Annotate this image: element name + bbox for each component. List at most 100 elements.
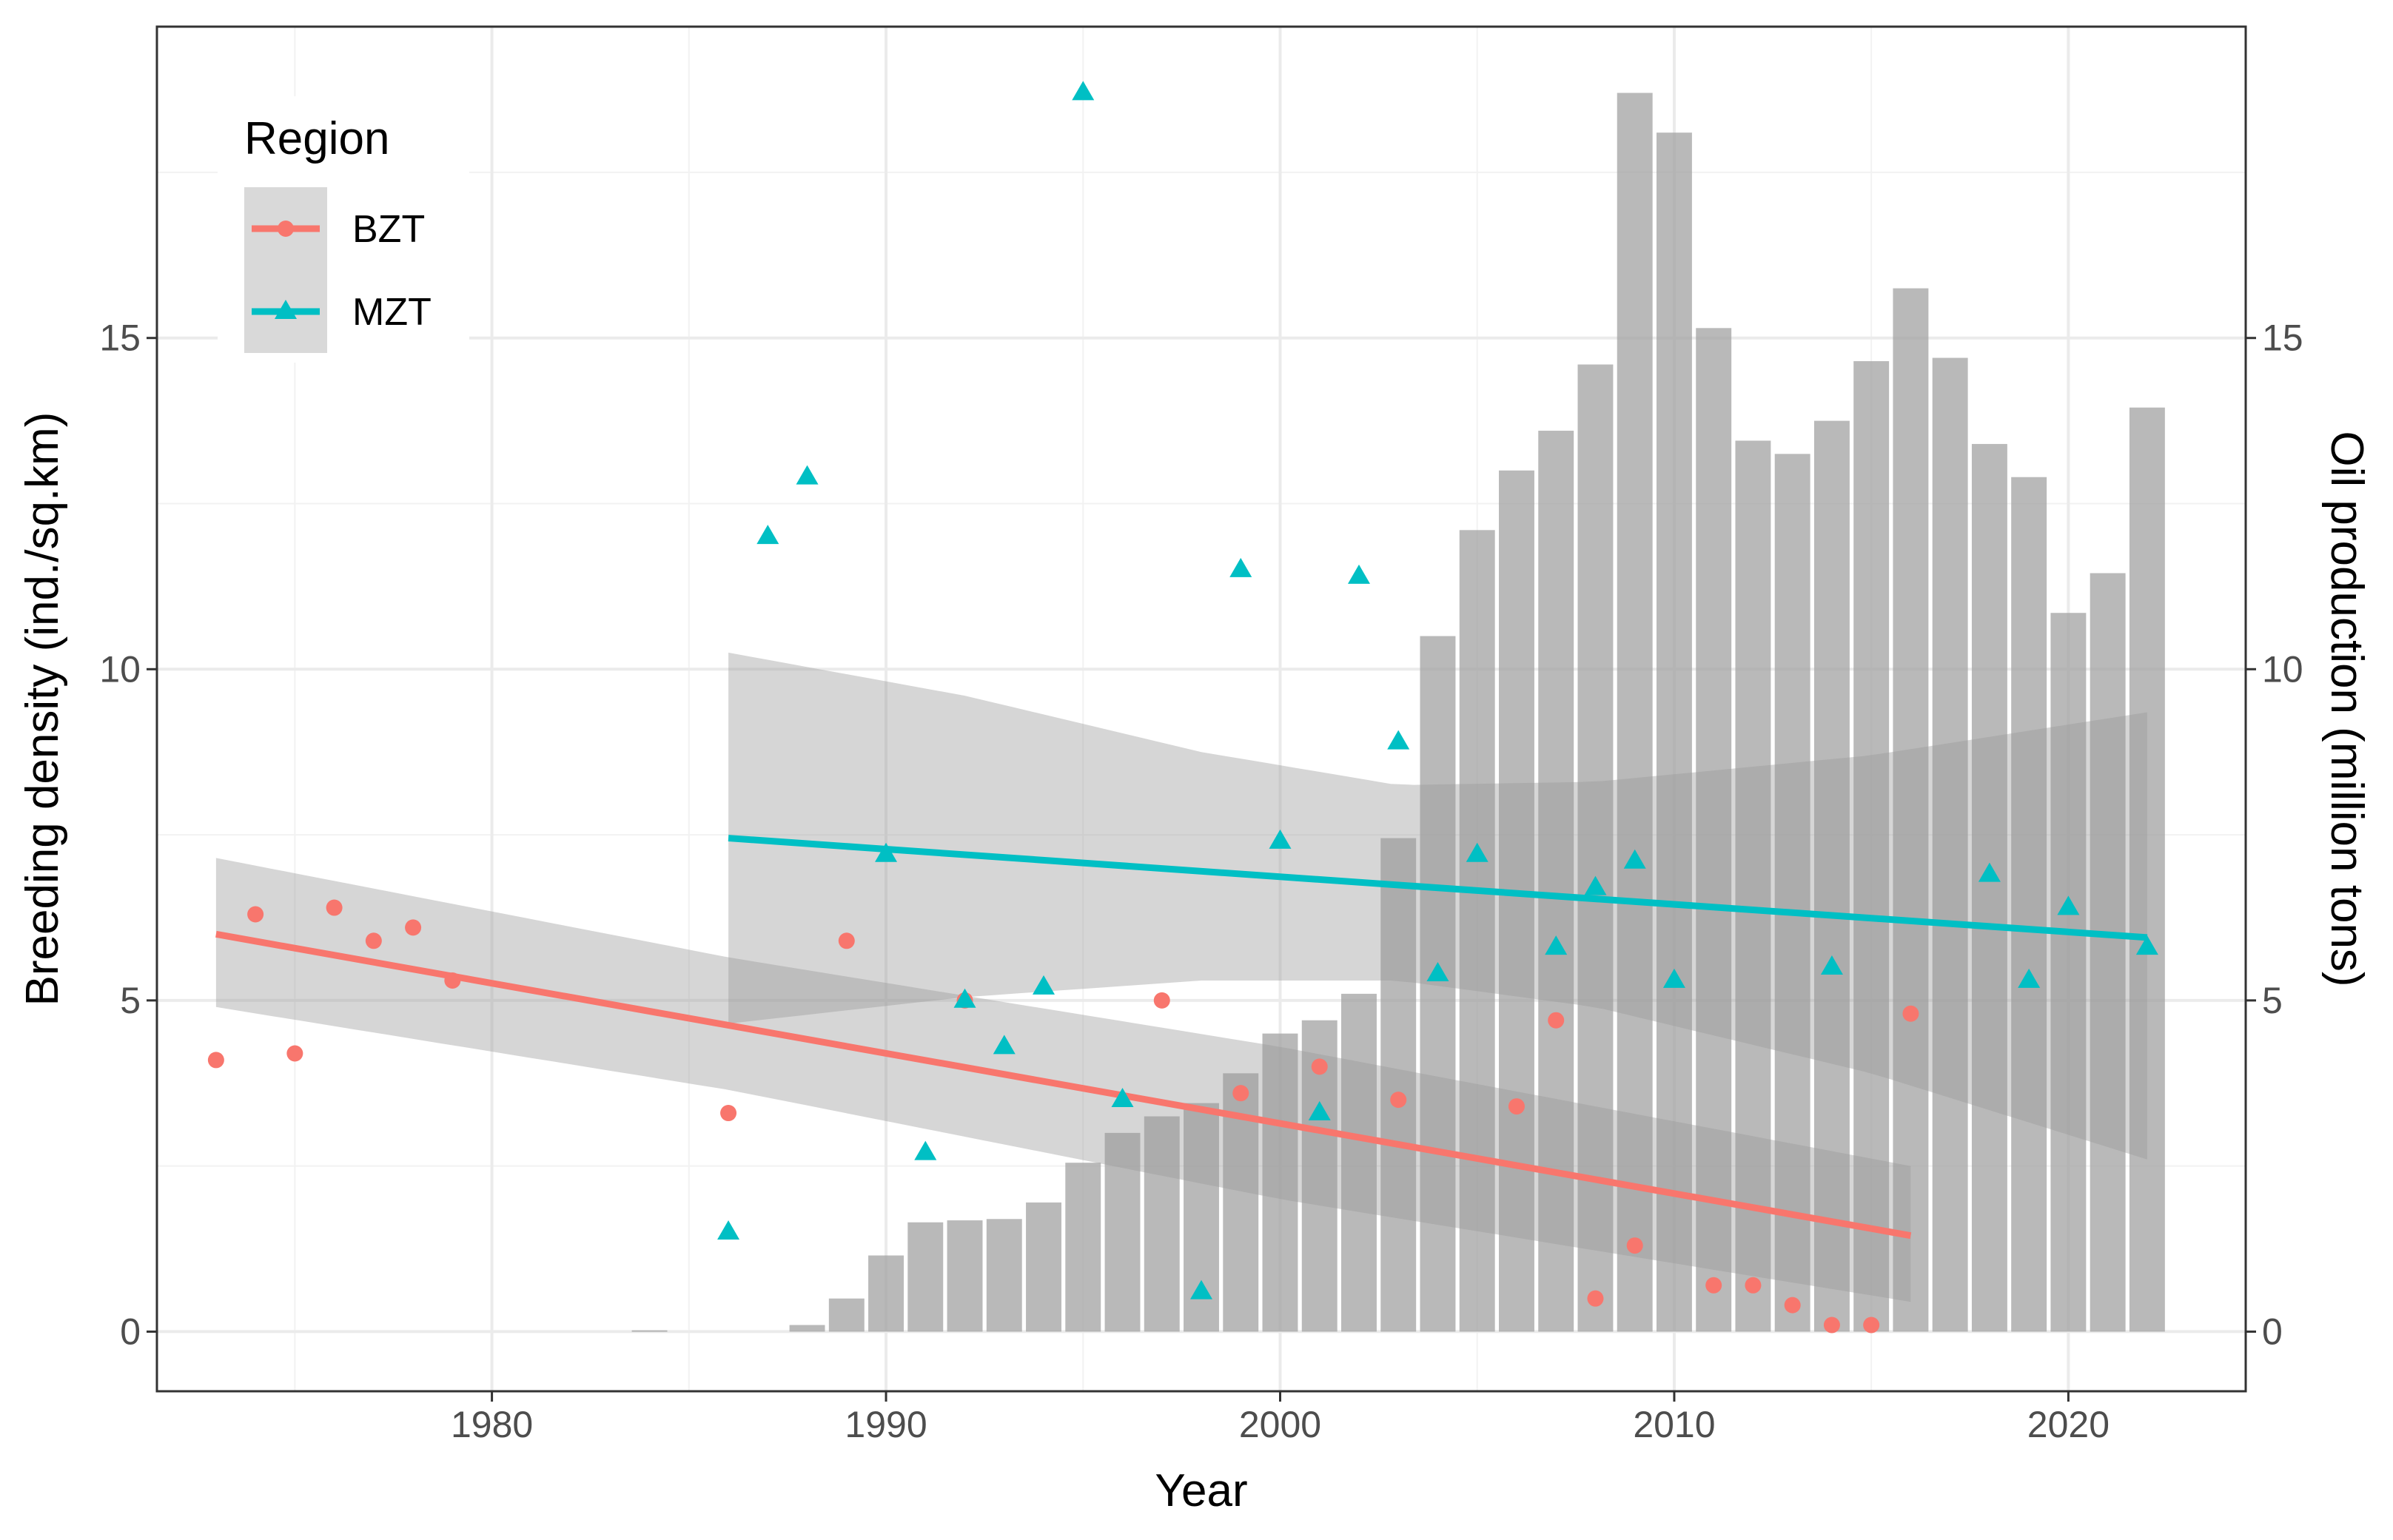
point-mzt-1986 — [717, 1220, 740, 1240]
oil-bar-1990 — [868, 1255, 904, 1332]
point-mzt-2018 — [1978, 862, 2001, 882]
point-bzt-1978 — [405, 919, 422, 936]
oil-bar-2013 — [1774, 454, 1810, 1332]
x-tick-label-2010: 2010 — [1633, 1404, 1715, 1445]
point-mzt-1999 — [1229, 557, 1252, 577]
point-mzt-1992 — [953, 988, 976, 1008]
oil-bar-2012 — [1735, 440, 1771, 1332]
point-bzt-1979 — [444, 972, 461, 989]
point-mzt-2000 — [1269, 829, 1292, 849]
oil-bar-1997 — [1144, 1116, 1180, 1332]
point-mzt-1996 — [1111, 1088, 1134, 1108]
confidence-ribbons — [215, 652, 2147, 1302]
oil-bar-2014 — [1813, 420, 1850, 1332]
point-bzt-1975 — [286, 1045, 303, 1062]
oil-bar-2004 — [1420, 636, 1456, 1332]
point-mzt-1990 — [875, 842, 898, 862]
point-bzt-1989 — [838, 932, 855, 949]
y-tick-label-left-15: 15 — [99, 317, 141, 359]
oil-bar-2003 — [1380, 838, 1417, 1332]
point-mzt-2022 — [2135, 935, 2158, 955]
oil-bar-2005 — [1459, 530, 1495, 1332]
oil-bar-1984 — [631, 1330, 668, 1332]
point-mzt-1994 — [1033, 975, 1055, 995]
point-mzt-2014 — [1820, 955, 1843, 975]
oil-bar-2018 — [1971, 443, 2007, 1332]
y-tick-label-right-10: 10 — [2262, 648, 2303, 690]
oil-bar-1988 — [789, 1325, 825, 1332]
legend: Region BZT MZT — [218, 96, 469, 363]
point-bzt-1986 — [720, 1105, 737, 1122]
point-bzt-2007 — [1548, 1012, 1565, 1029]
point-bzt-2013 — [1784, 1297, 1801, 1314]
point-bzt-2009 — [1626, 1237, 1643, 1254]
x-tick-label-1980: 1980 — [451, 1404, 533, 1445]
oil-bar-2015 — [1853, 361, 1890, 1332]
oil-bar-1992 — [947, 1220, 983, 1332]
legend-label-mzt: MZT — [352, 291, 432, 334]
point-bzt-1999 — [1232, 1085, 1249, 1102]
plot-border — [155, 25, 2247, 1393]
oil-bar-1989 — [828, 1298, 865, 1332]
oil-bar-2006 — [1499, 470, 1534, 1332]
oil-bar-2017 — [1932, 357, 1968, 1332]
trend-line-bzt — [215, 930, 1912, 1240]
point-bzt-1976 — [326, 899, 343, 916]
data-points — [207, 81, 2158, 1334]
point-bzt-1973 — [207, 1052, 224, 1069]
point-mzt-2001 — [1308, 1100, 1331, 1120]
oil-bar-2019 — [2011, 477, 2047, 1332]
oil-bar-2010 — [1656, 132, 1692, 1332]
oil-production-bars — [631, 93, 2165, 1332]
oil-bar-2022 — [2129, 407, 2165, 1332]
oil-bar-1995 — [1065, 1163, 1101, 1332]
point-mzt-2009 — [1623, 849, 1646, 869]
legend-key-bzt-point — [278, 221, 294, 237]
point-mzt-2005 — [1466, 842, 1489, 862]
x-axis-title: Year — [1155, 1465, 1247, 1516]
point-mzt-1988 — [796, 465, 819, 485]
y-tick-label-right-5: 5 — [2262, 980, 2283, 1021]
point-mzt-2010 — [1662, 968, 1685, 988]
trend-line-mzt — [728, 835, 2148, 941]
oil-bar-1996 — [1104, 1132, 1141, 1332]
point-bzt-2011 — [1705, 1277, 1722, 1294]
oil-bar-1993 — [986, 1219, 1022, 1332]
oil-bar-2000 — [1262, 1033, 1298, 1332]
point-mzt-2020 — [2057, 895, 2080, 915]
point-mzt-2007 — [1545, 935, 1568, 955]
point-mzt-2002 — [1347, 564, 1370, 584]
legend-title: Region — [244, 113, 389, 164]
legend-label-bzt: BZT — [352, 208, 425, 251]
oil-bar-2007 — [1538, 431, 1574, 1332]
point-bzt-2015 — [1863, 1317, 1880, 1334]
point-mzt-2003 — [1387, 730, 1410, 750]
oil-bar-2009 — [1617, 93, 1653, 1332]
oil-bar-1994 — [1026, 1202, 1061, 1332]
point-bzt-2006 — [1508, 1098, 1525, 1115]
point-bzt-1974 — [247, 906, 264, 923]
y-tick-label-right-15: 15 — [2262, 317, 2303, 359]
point-bzt-2001 — [1311, 1058, 1328, 1075]
point-bzt-2012 — [1745, 1277, 1762, 1294]
point-mzt-2004 — [1426, 961, 1449, 981]
x-tick-label-2020: 2020 — [2027, 1404, 2110, 1445]
y-tick-label-left-5: 5 — [120, 980, 141, 1021]
y-axis-title-right: Oil production (million tons) — [2321, 431, 2372, 986]
legend-key-mzt-point — [275, 300, 297, 319]
oil-bar-2016 — [1893, 288, 1929, 1332]
y-tick-label-left-0: 0 — [120, 1311, 141, 1352]
x-tick-label-2000: 2000 — [1239, 1404, 1321, 1445]
point-mzt-1995 — [1072, 81, 1095, 101]
point-mzt-1987 — [756, 525, 779, 545]
point-mzt-1993 — [993, 1035, 1016, 1055]
y-tick-label-right-0: 0 — [2262, 1311, 2283, 1352]
point-mzt-1998 — [1190, 1280, 1212, 1299]
y-tick-label-left-10: 10 — [99, 648, 141, 690]
point-mzt-2008 — [1584, 875, 1607, 895]
trend-lines — [215, 835, 2148, 1240]
ci-ribbon-bzt — [215, 858, 1911, 1302]
oil-bar-2008 — [1577, 364, 1614, 1332]
y-axis-title-left: Breeding density (ind./sq.km) — [17, 412, 68, 1006]
